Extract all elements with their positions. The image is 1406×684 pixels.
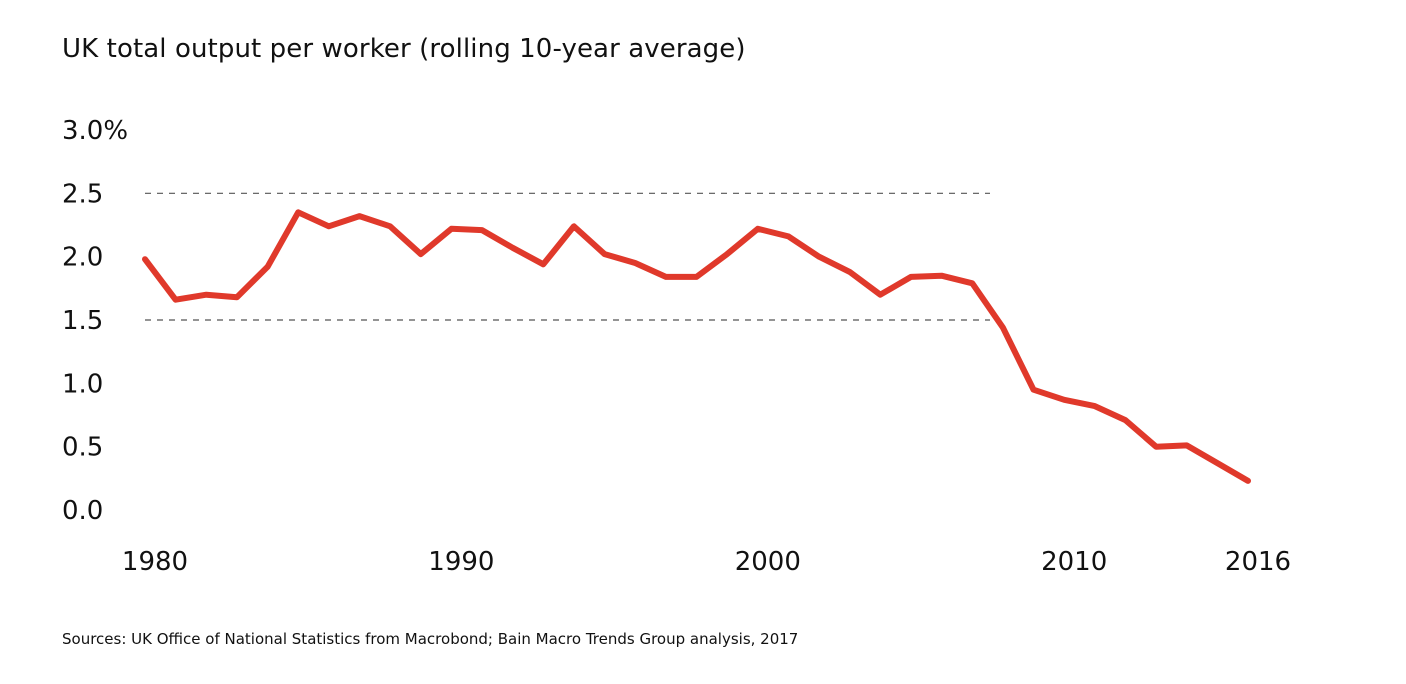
y-tick-label: 3.0% (62, 116, 128, 146)
source-note: Sources: UK Office of National Statistic… (62, 630, 799, 648)
y-tick-label: 0.0 (62, 496, 103, 526)
y-tick-label: 0.5 (62, 433, 103, 463)
x-tick-label: 1990 (428, 547, 494, 577)
chart-title: UK total output per worker (rolling 10-y… (62, 34, 746, 64)
grid-layer (145, 192, 990, 321)
x-axis-ticks: 1980 1990 2000 2010 2016 (122, 547, 1291, 577)
x-tick-label: 2016 (1225, 547, 1291, 577)
series-layer (142, 209, 1251, 484)
x-tick-label: 1980 (122, 547, 188, 577)
series-line (142, 209, 1251, 484)
y-axis-ticks: 3.0% 2.5 2.0 1.5 1.0 0.5 0.0 (62, 116, 128, 526)
x-tick-label: 2010 (1041, 547, 1107, 577)
y-tick-label: 1.5 (62, 306, 103, 336)
y-tick-label: 2.5 (62, 179, 103, 209)
y-tick-label: 1.0 (62, 369, 103, 399)
x-tick-label: 2000 (735, 547, 801, 577)
y-tick-label: 2.0 (62, 243, 103, 273)
